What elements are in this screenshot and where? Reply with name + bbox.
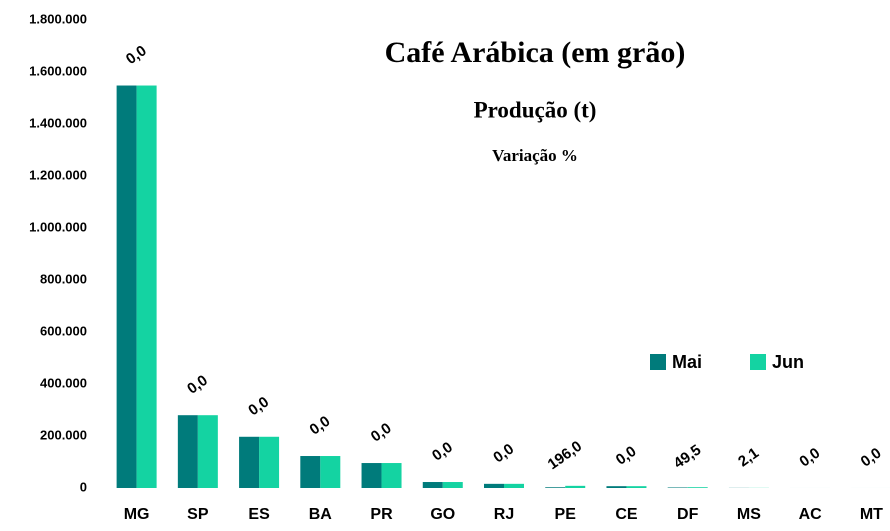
y-tick-label: 1.000.000	[29, 219, 87, 234]
bar	[361, 463, 382, 488]
x-tick-label: GO	[430, 506, 455, 523]
bar	[667, 487, 688, 488]
x-tick-label: CE	[615, 506, 638, 523]
legend-swatch	[750, 354, 766, 370]
bar	[422, 482, 443, 488]
bar	[442, 482, 463, 488]
variation-label: 0,0	[368, 420, 395, 446]
bar	[687, 487, 708, 488]
bar	[239, 436, 260, 488]
variation-label: 0,0	[490, 440, 517, 466]
x-tick-label: SP	[187, 506, 209, 523]
x-tick-label: MG	[124, 506, 150, 523]
legend-label: Jun	[772, 352, 804, 372]
x-tick-label: AC	[799, 506, 823, 523]
y-tick-label: 1.400.000	[29, 115, 87, 130]
bar	[320, 456, 341, 488]
x-tick-label: DF	[677, 506, 699, 523]
x-tick-label: BA	[309, 506, 333, 523]
bar	[484, 483, 504, 488]
y-tick-label: 0	[80, 479, 87, 494]
variation-label: 0,0	[245, 393, 272, 419]
variation-label: 0,0	[184, 372, 211, 398]
bar	[197, 415, 218, 488]
y-tick-label: 800.000	[40, 271, 87, 286]
variation-label: 0,0	[613, 443, 640, 469]
variation-label: 196,0	[545, 438, 586, 473]
annotation-title: Variação %	[492, 146, 578, 165]
x-tick-label: ES	[248, 506, 270, 523]
variation-label: 0,0	[429, 439, 456, 465]
x-tick-label: PE	[555, 506, 577, 523]
variation-label: 0,0	[858, 445, 885, 471]
bar	[626, 486, 647, 488]
y-tick-label: 200.000	[40, 427, 87, 442]
bar	[545, 487, 566, 488]
legend-label: Mai	[672, 352, 702, 372]
y-tick-label: 1.600.000	[29, 63, 87, 78]
bar	[606, 486, 627, 488]
legend-swatch	[650, 354, 666, 370]
x-tick-label: PR	[370, 506, 393, 523]
x-tick-label: MS	[737, 506, 761, 523]
x-tick-label: MT	[860, 506, 883, 523]
chart-title: Café Arábica (em grão)	[385, 36, 686, 69]
y-tick-label: 1.800.000	[29, 11, 87, 26]
variation-label: 2,1	[735, 444, 762, 470]
y-tick-label: 400.000	[40, 375, 87, 390]
bar	[259, 436, 280, 488]
variation-label: 0,0	[307, 413, 334, 439]
bar	[300, 456, 321, 488]
y-tick-label: 1.200.000	[29, 167, 87, 182]
bar	[381, 463, 402, 488]
x-tick-label: RJ	[494, 506, 514, 523]
variation-label: 49,5	[671, 441, 705, 472]
variation-label: 0,0	[123, 42, 150, 68]
bar	[504, 483, 524, 488]
y-tick-label: 600.000	[40, 323, 87, 338]
variation-label: 0,0	[796, 445, 823, 471]
bar	[116, 85, 137, 489]
bar	[565, 485, 586, 488]
bar	[136, 85, 157, 489]
bar	[177, 415, 198, 488]
chart-subtitle: Produção (t)	[474, 97, 597, 122]
